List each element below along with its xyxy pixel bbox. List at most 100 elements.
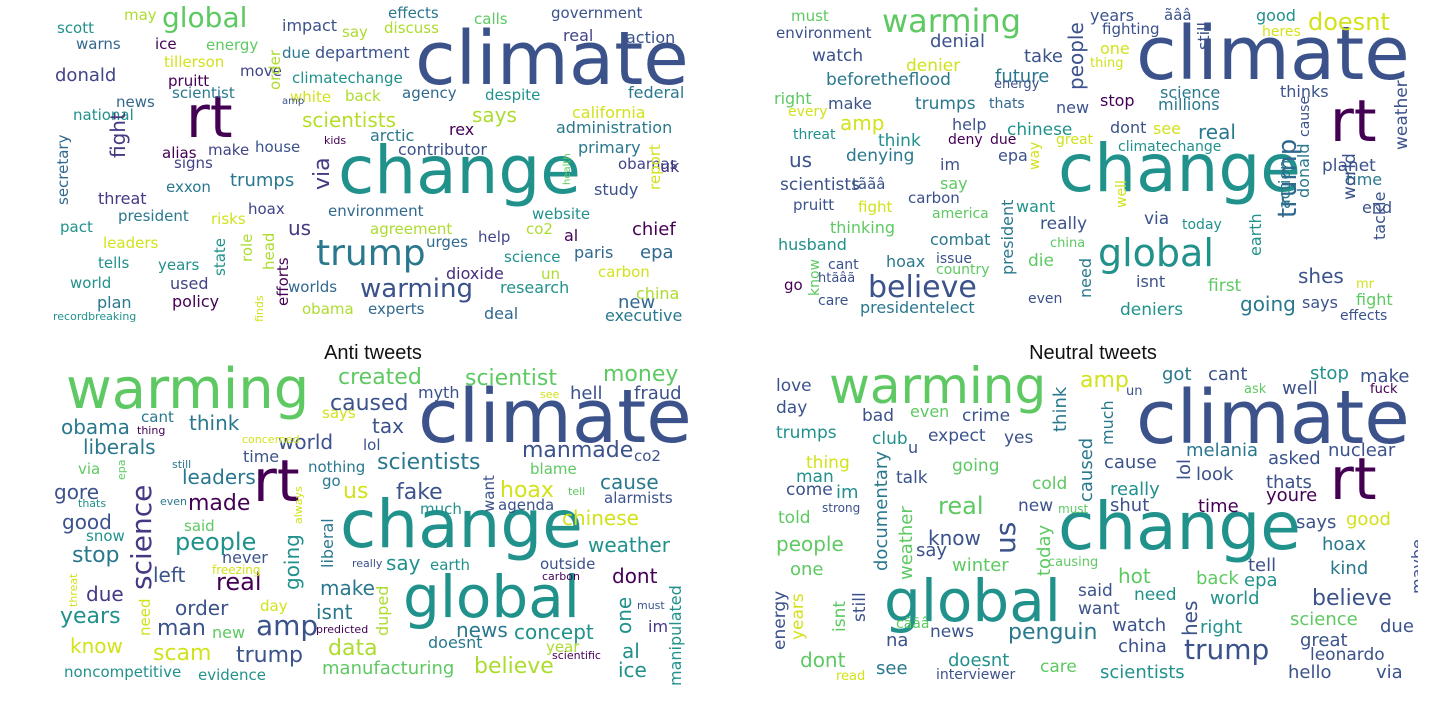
word: warming	[829, 362, 1047, 415]
word: hoax	[1322, 534, 1367, 555]
word: every	[788, 104, 828, 120]
word: us	[789, 148, 813, 172]
word: rex	[449, 120, 475, 139]
word: husband	[778, 235, 847, 254]
word: scott	[57, 19, 95, 37]
wordcloud-top-left: climate change rt trump global warming scienti…	[48, 2, 698, 330]
word: action	[1275, 159, 1294, 209]
word: world	[1210, 588, 1260, 609]
word: tell	[1248, 555, 1277, 576]
word: due	[990, 132, 1017, 148]
word: scam	[153, 641, 212, 666]
word: way	[1027, 141, 1043, 170]
word: say	[386, 551, 421, 575]
word: used	[170, 274, 209, 293]
word: obama	[61, 415, 130, 439]
wordcloud-bottom-right: climate change warming rt global trump us real p…	[768, 362, 1418, 690]
word: scientists	[377, 450, 481, 475]
word: world	[1340, 153, 1360, 200]
word: rt	[1330, 87, 1377, 155]
panel-title-bottom-right: Neutral tweets	[1029, 342, 1157, 364]
word: scientists	[1100, 662, 1185, 683]
word: heres	[1262, 24, 1301, 40]
word: fighting	[1102, 20, 1160, 38]
word: man	[157, 616, 206, 641]
word: care	[818, 293, 849, 309]
word: even	[160, 495, 188, 508]
word: denying	[846, 146, 915, 166]
word: deal	[484, 304, 519, 323]
word: one	[612, 596, 636, 634]
word: uk	[660, 157, 680, 176]
word: recordbreaking	[53, 310, 137, 323]
word: lol	[1174, 458, 1195, 480]
word: believe	[474, 654, 554, 679]
word: change	[340, 486, 583, 563]
word: love	[776, 376, 812, 396]
word: co2	[634, 447, 661, 465]
word: beforetheflood	[826, 70, 951, 90]
word: money	[603, 362, 679, 387]
word: cant	[828, 257, 859, 273]
word: climate	[1136, 11, 1410, 97]
word: says	[1296, 512, 1337, 533]
word: make	[828, 94, 872, 113]
word: weather	[896, 506, 917, 580]
word: say	[342, 23, 368, 41]
word: go	[322, 472, 341, 490]
word: documentary	[871, 451, 892, 571]
word: experts	[368, 300, 425, 318]
word: cause	[1297, 95, 1313, 137]
word: still	[1194, 22, 1213, 50]
word: fraud	[634, 383, 682, 404]
word: calls	[474, 10, 508, 28]
word: still	[850, 592, 870, 622]
word: trump	[1184, 633, 1270, 666]
word: agency	[402, 84, 457, 102]
word: hoax	[500, 478, 554, 503]
word: made	[188, 491, 251, 516]
word: thing	[137, 424, 166, 437]
word: news	[456, 618, 508, 642]
word: action	[626, 28, 676, 47]
word: contributor	[398, 140, 487, 159]
word: isnt	[316, 600, 353, 624]
word: warns	[76, 35, 121, 53]
word: warming	[360, 274, 473, 304]
word: really	[1110, 479, 1160, 500]
word: manufacturing	[322, 658, 455, 679]
word: deny	[948, 132, 983, 148]
word: new	[618, 292, 656, 313]
word: research	[500, 278, 570, 297]
word: presidentelect	[860, 298, 975, 317]
word: energy	[994, 77, 1040, 92]
word: causing	[1048, 555, 1099, 570]
word: weather	[1392, 80, 1412, 150]
word: chief	[632, 219, 676, 240]
word: die	[1028, 251, 1054, 271]
word: real	[216, 568, 262, 596]
word: liberal	[318, 518, 337, 568]
word: day	[776, 398, 808, 418]
word: combat	[930, 230, 991, 249]
word: country	[936, 262, 990, 278]
word: global	[403, 563, 580, 631]
word: cããâ	[896, 616, 930, 632]
word: cant	[141, 408, 174, 426]
word: hello	[1288, 662, 1332, 683]
word: see	[1153, 119, 1182, 138]
word: thing	[806, 453, 850, 473]
word: warming	[66, 362, 310, 422]
word: gore	[54, 480, 100, 504]
word: may	[124, 6, 157, 24]
word: well	[1282, 378, 1318, 399]
word: really	[1040, 214, 1087, 234]
word: climatechange	[292, 69, 403, 87]
word: urges	[426, 233, 468, 251]
word: scientist	[465, 366, 557, 391]
word: future	[995, 66, 1050, 87]
word: stop	[72, 543, 120, 568]
word: shes	[1298, 264, 1344, 288]
word: environment	[776, 24, 872, 42]
word: via	[1376, 662, 1403, 683]
